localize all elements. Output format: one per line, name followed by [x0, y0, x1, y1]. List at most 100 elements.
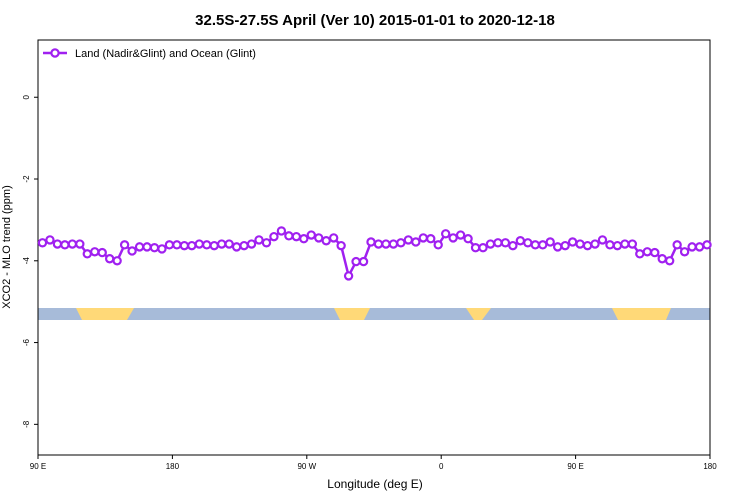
point — [500, 238, 511, 248]
point — [627, 239, 638, 249]
point — [194, 239, 204, 249]
land-band — [466, 308, 491, 320]
point — [157, 244, 167, 254]
point — [67, 239, 78, 249]
point — [381, 239, 391, 249]
point — [530, 240, 540, 250]
point — [552, 242, 563, 252]
y-tick-label: -4 — [22, 257, 31, 265]
point — [209, 240, 219, 251]
point — [52, 239, 63, 249]
point — [478, 243, 488, 253]
point — [246, 239, 257, 249]
point — [463, 234, 473, 244]
legend-marker — [50, 48, 60, 58]
point — [343, 271, 354, 281]
point — [127, 246, 137, 256]
point — [508, 240, 518, 251]
point — [321, 236, 331, 246]
land-band — [76, 308, 134, 320]
point — [37, 238, 48, 248]
y-tick-label: -8 — [22, 420, 31, 428]
point — [112, 256, 122, 266]
point — [470, 243, 481, 253]
point — [202, 240, 212, 250]
point — [455, 230, 466, 240]
point — [388, 239, 399, 249]
point — [231, 242, 242, 252]
point — [82, 249, 92, 259]
x-tick-label: 90 E — [30, 462, 46, 471]
point — [657, 254, 667, 264]
point — [216, 239, 227, 249]
point — [679, 247, 690, 257]
point — [164, 240, 175, 250]
point — [485, 239, 496, 249]
series-line — [42, 229, 708, 280]
ocean-band — [38, 308, 710, 320]
point — [351, 256, 361, 267]
point — [440, 229, 451, 239]
y-tick-label: 0 — [22, 94, 31, 99]
point — [45, 235, 55, 245]
land-band — [334, 308, 370, 320]
point — [314, 233, 324, 243]
x-tick-label: 180 — [166, 462, 180, 471]
point — [620, 239, 630, 249]
point — [269, 231, 279, 242]
point — [104, 254, 115, 264]
point — [366, 237, 376, 247]
point — [97, 247, 107, 258]
point — [60, 240, 70, 250]
point — [134, 242, 145, 252]
point — [119, 240, 130, 250]
land-band — [612, 308, 671, 320]
point — [538, 240, 548, 250]
point — [179, 240, 190, 251]
point — [276, 226, 287, 236]
point — [411, 237, 421, 247]
point — [403, 235, 414, 245]
point — [396, 238, 406, 248]
x-tick-label: 0 — [439, 462, 444, 471]
point — [605, 240, 615, 250]
x-tick-label: 90 E — [567, 462, 583, 471]
point — [336, 240, 346, 251]
point — [299, 234, 309, 244]
point — [448, 233, 458, 243]
point — [261, 238, 272, 248]
point — [358, 256, 369, 267]
point — [582, 240, 593, 251]
point — [702, 240, 712, 250]
x-tick-label: 180 — [703, 462, 717, 471]
point — [664, 256, 675, 266]
chart-title: 32.5S-27.5S April (Ver 10) 2015-01-01 to… — [195, 12, 555, 29]
point — [523, 238, 533, 248]
point — [687, 242, 697, 252]
point — [612, 240, 623, 251]
point — [567, 237, 578, 247]
point — [224, 239, 234, 249]
point — [597, 235, 608, 245]
point — [545, 237, 555, 247]
point — [515, 236, 526, 246]
point — [590, 239, 600, 249]
point — [306, 230, 316, 240]
point — [90, 247, 100, 257]
point — [254, 235, 264, 245]
y-tick-label: -6 — [22, 338, 31, 346]
point — [635, 249, 645, 259]
point — [149, 243, 160, 253]
point — [373, 239, 384, 249]
x-axis-label: Longitude (deg E) — [327, 477, 422, 491]
point — [672, 240, 682, 250]
point — [239, 240, 249, 251]
point — [642, 247, 652, 257]
y-axis-label: XCO2 - MLO trend (ppm) — [1, 185, 13, 308]
x-tick-label: 90 W — [297, 462, 316, 471]
point — [187, 240, 197, 251]
point — [575, 239, 585, 249]
point — [433, 240, 443, 250]
point — [493, 238, 503, 248]
